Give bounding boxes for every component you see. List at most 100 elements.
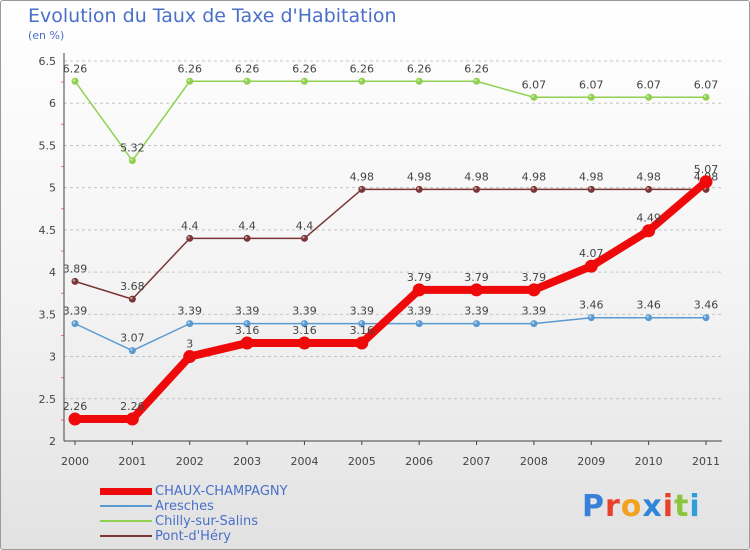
- legend-swatch: [100, 535, 152, 537]
- x-tick-label: 2011: [692, 455, 720, 468]
- legend-label: Pont-d'Héry: [155, 529, 231, 544]
- point-highlight: [589, 95, 592, 98]
- data-point: [470, 283, 484, 297]
- data-point: [473, 77, 481, 85]
- data-point: [415, 185, 423, 193]
- data-label: 6.07: [694, 78, 719, 91]
- x-tick-label: 2000: [61, 455, 89, 468]
- data-point: [300, 77, 308, 85]
- data-label: 3.79: [407, 271, 432, 284]
- data-point: [645, 314, 653, 322]
- point-highlight: [359, 79, 363, 82]
- logo-letter: i: [689, 489, 701, 524]
- data-label: 3.68: [120, 280, 145, 293]
- y-tick-label: 6.5: [39, 55, 57, 68]
- logo-letter: i: [662, 489, 675, 524]
- data-point: [358, 77, 366, 85]
- data-point: [240, 336, 254, 350]
- data-label: 3.79: [522, 271, 547, 284]
- data-label: 3.16: [350, 324, 375, 337]
- point-highlight: [244, 321, 248, 324]
- data-point: [125, 412, 139, 426]
- data-label: 4.07: [579, 247, 604, 260]
- point-highlight: [589, 187, 592, 190]
- data-label: 4.98: [350, 170, 375, 183]
- data-point: [699, 175, 713, 189]
- point-highlight: [646, 187, 649, 190]
- data-label: 6.26: [63, 62, 88, 75]
- series-line: [74, 316, 707, 352]
- x-tick-label: 2004: [290, 455, 318, 468]
- series-line: [71, 177, 710, 424]
- y-tick-label: 3: [49, 351, 56, 364]
- data-point: [530, 93, 538, 101]
- data-point: [186, 234, 194, 242]
- point-highlight: [531, 321, 535, 324]
- point-highlight: [589, 315, 592, 318]
- logo-letter: o: [620, 489, 643, 524]
- data-point: [412, 283, 426, 297]
- data-label: 3.46: [694, 299, 719, 312]
- legend-item: Chilly-sur-Salins: [100, 514, 288, 529]
- point-highlight: [72, 79, 76, 82]
- point-highlight: [244, 236, 248, 239]
- x-tick-label: 2008: [520, 455, 548, 468]
- point-highlight: [187, 321, 190, 324]
- data-point: [530, 320, 538, 328]
- data-point: [702, 314, 710, 322]
- legend-item: CHAUX-CHAMPAGNY: [100, 484, 288, 499]
- data-point: [530, 185, 538, 193]
- data-label: 6.26: [464, 62, 489, 75]
- x-tick-label: 2006: [405, 455, 433, 468]
- data-point: [128, 295, 136, 303]
- point-highlight: [359, 187, 363, 190]
- proxiti-logo: Proxiti: [582, 489, 701, 524]
- data-label: 4.98: [579, 170, 604, 183]
- y-tick-label: 5.5: [39, 139, 57, 152]
- point-highlight: [187, 79, 190, 82]
- data-point: [71, 77, 79, 85]
- data-label: 6.07: [522, 78, 547, 91]
- data-point: [473, 320, 481, 328]
- data-label: 4.4: [296, 219, 314, 232]
- point-highlight: [474, 187, 477, 190]
- legend-label: Chilly-sur-Salins: [155, 514, 258, 529]
- data-label: 6.26: [407, 62, 432, 75]
- point-highlight: [130, 158, 133, 161]
- point-highlight: [416, 79, 420, 82]
- x-tick-label: 2009: [577, 455, 605, 468]
- data-point: [243, 77, 251, 85]
- data-label: 3.16: [292, 324, 317, 337]
- data-point: [355, 336, 369, 350]
- point-highlight: [72, 321, 76, 324]
- data-label: 3.46: [636, 299, 661, 312]
- data-point: [68, 412, 82, 426]
- x-tick-label: 2005: [348, 455, 376, 468]
- y-tick-label: 3.5: [39, 308, 57, 321]
- data-label: 6.07: [579, 78, 604, 91]
- data-label: 4.98: [522, 170, 547, 183]
- data-point: [584, 259, 598, 273]
- point-highlight: [72, 279, 76, 282]
- chart-subtitle: (en %): [28, 29, 65, 42]
- data-point: [71, 277, 79, 285]
- y-tick-label: 2.5: [39, 393, 57, 406]
- point-highlight: [244, 79, 248, 82]
- series-line: [74, 188, 707, 300]
- data-label: 3.39: [522, 305, 547, 318]
- data-label: 3.39: [292, 305, 317, 318]
- data-point: [71, 320, 79, 328]
- data-label: 4.98: [464, 170, 489, 183]
- point-highlight: [703, 315, 707, 318]
- data-label: 6.26: [177, 62, 202, 75]
- data-point: [300, 234, 308, 242]
- legend-swatch: [100, 520, 152, 522]
- point-highlight: [302, 79, 305, 82]
- data-point: [128, 347, 136, 355]
- point-highlight: [703, 95, 707, 98]
- data-label: 6.07: [636, 78, 661, 91]
- data-point: [297, 336, 311, 350]
- point-highlight: [474, 321, 477, 324]
- data-point: [642, 224, 656, 238]
- point-highlight: [302, 236, 305, 239]
